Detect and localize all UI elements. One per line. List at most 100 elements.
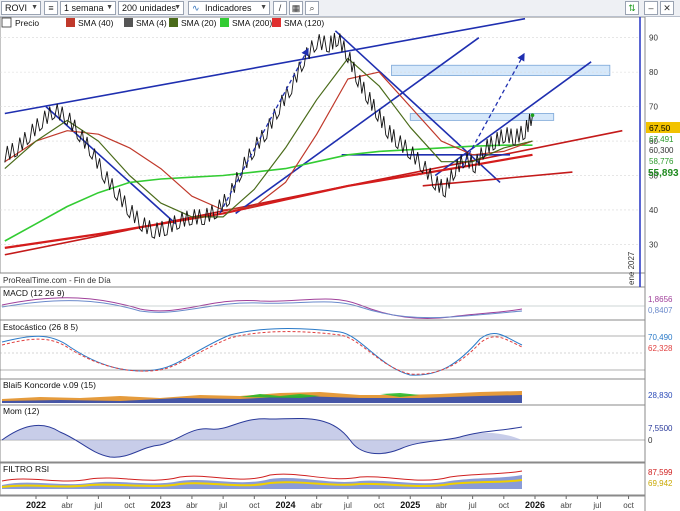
x-tick-label: abr: [186, 501, 198, 510]
legend-price: Precio: [15, 18, 39, 28]
sma40-line: [4, 71, 533, 211]
x-tick-label: 2024: [275, 500, 295, 510]
price-panel: [0, 17, 646, 274]
legend-sma120: SMA (120): [284, 18, 324, 28]
x-tick-label: oct: [498, 501, 509, 510]
close-icon[interactable]: ✕: [660, 1, 674, 15]
x-tick-label: jul: [592, 501, 601, 510]
y-tick-label: 40: [649, 206, 658, 215]
trendline: [4, 17, 526, 115]
koncorde-title: Blai5 Koncorde v.09 (15): [3, 380, 96, 390]
sma120-line: [4, 153, 533, 249]
x-tick-label: jul: [343, 501, 352, 510]
last-price-badge: [646, 122, 680, 133]
trendline: [235, 37, 480, 215]
grid-icon[interactable]: ▦: [289, 1, 303, 15]
legend-sma4: SMA (4): [136, 18, 167, 28]
macd-value-1: 1,8656: [648, 295, 673, 304]
toolbar: ROVI ▼ ≡ 1 semana ▼ 200 unidades ▼ ∿ Indicad…: [0, 0, 680, 17]
period-selector[interactable]: 1 semana ▼: [60, 1, 116, 15]
mom-value-2: 0: [648, 436, 653, 445]
mom-indicator: [0, 417, 645, 458]
x-tick-label: 2025: [400, 500, 420, 510]
resistance-zone: [409, 113, 555, 121]
legend-sma40-swatch: [66, 18, 75, 27]
indicators-button[interactable]: ∿ Indicadores ▼: [188, 1, 270, 15]
stoch-title: Estocástico (26 8 5): [3, 322, 78, 332]
legend-sma40: SMA (40): [78, 18, 114, 28]
trend-arrows-icon[interactable]: ⇅: [625, 1, 639, 15]
x-tick-label: 2026: [525, 500, 545, 510]
projection-arrow: [219, 47, 309, 214]
chevron-down-icon: ▼: [260, 4, 267, 11]
koncorde-value: 28,830: [648, 391, 673, 400]
trendline: [45, 106, 177, 225]
projection-arrows: [219, 47, 525, 214]
price-lines: [4, 17, 623, 256]
rsi-panel: [0, 462, 646, 496]
last-price-label: 67,50: [649, 123, 671, 133]
last-price-point: [530, 113, 535, 118]
y-tick-label: 80: [649, 68, 658, 77]
y-tick-label: 60: [649, 137, 658, 146]
macd-value-2: 0,8407: [648, 306, 673, 315]
price-line: [4, 32, 533, 239]
sma20-line: [4, 57, 533, 218]
x-tick-label: jul: [468, 501, 477, 510]
trendline: [334, 30, 501, 183]
minimize-icon[interactable]: –: [644, 1, 658, 15]
chevron-down-icon: ▼: [106, 4, 113, 11]
legend-sma200: SMA (200): [232, 18, 272, 28]
legend-sma20-swatch: [169, 18, 178, 27]
units-label: 200 unidades: [122, 3, 177, 13]
units-selector[interactable]: 200 unidades ▼: [118, 1, 184, 15]
projection-arrow: [461, 52, 525, 168]
legend: Precio SMA (40) SMA (4) SMA (20) SMA (20…: [1, 17, 324, 28]
chevron-down-icon: ▼: [31, 4, 38, 11]
rsi-value-2: 69,942: [648, 479, 673, 488]
rsi-value-1: 87,599: [648, 468, 673, 477]
zoom-icon[interactable]: ⌕: [305, 1, 319, 15]
price-label-4: 58,776: [649, 157, 674, 166]
legend-sma200-swatch: [220, 18, 229, 27]
rsi-title: FILTRO RSI: [3, 464, 49, 474]
watermark: ProRealTime.com - Fin de Día: [3, 276, 111, 285]
macd-indicator: [0, 297, 645, 319]
mom-title: Mom (12): [3, 406, 40, 416]
mom-value-1: 7,5500: [648, 424, 673, 433]
x-tick-label: oct: [124, 501, 135, 510]
menu-icon[interactable]: ≡: [44, 1, 58, 15]
x-tick-label: oct: [623, 501, 634, 510]
symbol-label: ROVI: [5, 3, 28, 13]
x-tick-label: abr: [436, 501, 448, 510]
price-label-2: 67,491: [649, 135, 674, 144]
symbol-selector[interactable]: ROVI ▼: [1, 1, 41, 15]
date-stamp: ene 2027: [627, 251, 636, 285]
indicators-icon: ∿: [192, 3, 200, 13]
legend-sma20: SMA (20): [181, 18, 217, 28]
macd-title: MACD (12 26 9): [3, 288, 65, 298]
x-tick-label: abr: [560, 501, 572, 510]
line-tool-icon[interactable]: /: [273, 1, 287, 15]
legend-sma120-swatch: [272, 18, 281, 27]
chevron-down-icon: ▼: [174, 4, 181, 11]
x-tick-label: 2023: [151, 500, 171, 510]
x-tick-label: 2022: [26, 500, 46, 510]
resistance-zone: [391, 64, 611, 76]
x-tick-label: oct: [249, 501, 260, 510]
price-label-3: 60,300: [649, 146, 674, 155]
chart-area[interactable]: 30 40 50 60 70 80 90 ene 2027 ProRealTime.com …: [0, 17, 680, 511]
koncorde-indicator: [2, 391, 522, 403]
price-label-5: 55,893: [648, 168, 679, 179]
legend-sma4-swatch: [124, 18, 133, 27]
x-tick-label: jul: [218, 501, 227, 510]
x-axis: 2022 abr jul oct 2023 abr jul oct 2024 abr jul oct 2…: [26, 496, 635, 510]
resistance-zones: [391, 64, 611, 121]
stoch-value-2: 62,328: [648, 344, 673, 353]
x-tick-label: abr: [311, 501, 323, 510]
indicators-label: Indicadores: [205, 3, 252, 13]
sma200-line: [4, 144, 533, 242]
trendline: [422, 171, 573, 187]
y-tick-label: 30: [649, 240, 658, 249]
legend-price-swatch: [1, 17, 12, 28]
